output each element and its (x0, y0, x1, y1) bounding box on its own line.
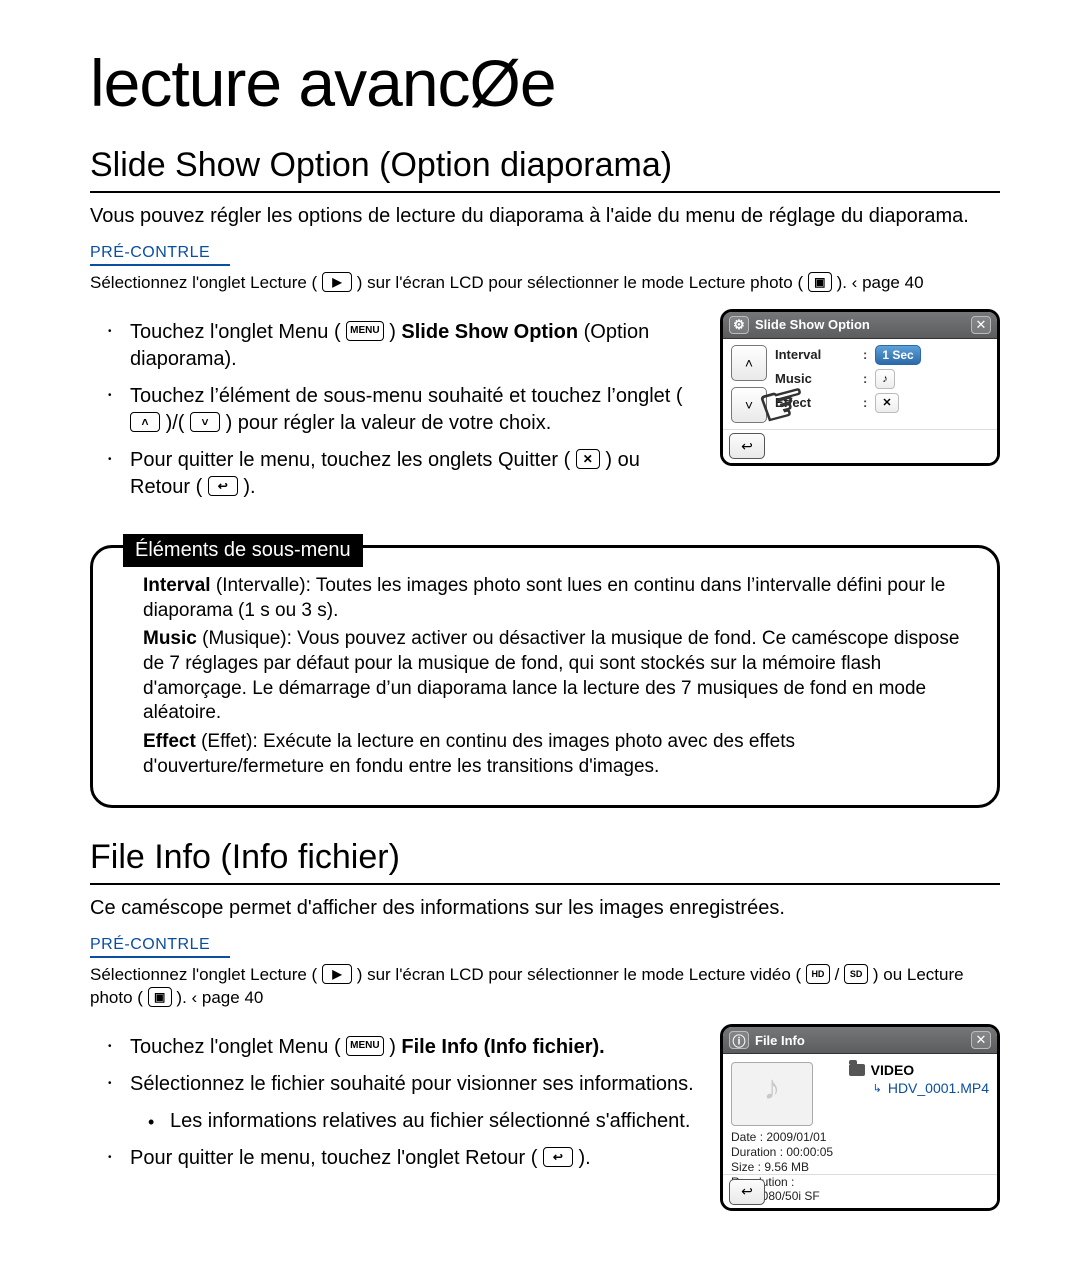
submenu-tab-label: Éléments de sous-menu (123, 534, 363, 567)
precheck-text-2: Sélectionnez l'onglet Lecture ( ▶ ) sur … (90, 964, 1000, 1010)
fi-thumbnail (731, 1062, 813, 1126)
screen-ss-header: ⚙ Slide Show Option ✕ (723, 312, 997, 339)
screen-fileinfo: ⓘ File Info ✕ Date : 2009/01/01 Duration… (720, 1024, 1000, 1211)
screen-fi-body: Date : 2009/01/01 Duration : 00:00:05 Si… (723, 1054, 997, 1174)
down-icon: ˅ (190, 412, 220, 432)
section1-intro: Vous pouvez régler les options de lectur… (90, 203, 1000, 230)
section1-step1: Touchez l'onglet Menu ( MENU ) Slide Sho… (130, 319, 696, 373)
screen-ss-down-button[interactable]: ˅ (731, 387, 767, 423)
gear-icon: ⚙ (729, 316, 749, 334)
playback-tab-icon: ▶ (322, 272, 352, 292)
screen-fi-back-button[interactable]: ↩ (729, 1179, 765, 1205)
section2-steps: Touchez l'onglet Menu ( MENU ) File Info… (90, 1034, 696, 1172)
playback-tab-icon-2: ▶ (322, 964, 352, 984)
precheck-label-2: PRÉ-CONTRLE (90, 936, 230, 958)
section-heading-slideshow: Slide Show Option (Option diaporama) (90, 146, 1000, 193)
screen-ss-close-button[interactable]: ✕ (971, 316, 991, 334)
screen-ss-back-button[interactable]: ↩ (729, 433, 765, 459)
back-icon: ↩ (208, 476, 238, 496)
screen-slideshow: ⚙ Slide Show Option ✕ ˄ ˅ Interval : 1 S… (720, 309, 1000, 466)
menu-icon-2: MENU (346, 1036, 383, 1056)
ss-row-interval[interactable]: Interval : 1 Sec (775, 345, 989, 365)
screen-ss-body: ˄ ˅ Interval : 1 Sec Music : ♪ Ef (723, 339, 997, 429)
ss-row-effect[interactable]: Effect : ✕ (775, 393, 989, 413)
photo-mode-icon: ▣ (808, 272, 832, 292)
folder-icon (849, 1064, 865, 1076)
close-icon: ✕ (576, 449, 600, 469)
back-icon-2: ↩ (543, 1147, 573, 1167)
screen-fi-header: ⓘ File Info ✕ (723, 1027, 997, 1054)
info-icon: ⓘ (729, 1031, 749, 1049)
photo-mode-icon-2: ▣ (148, 987, 172, 1007)
sd-video-icon: SD (844, 964, 868, 984)
section2-step2: Sélectionnez le fichier souhaité pour vi… (130, 1071, 696, 1098)
fi-file: ↳ HDV_0001.MP4 (873, 1080, 989, 1096)
up-icon: ˄ (130, 412, 160, 432)
submenu-music: Music (Musique): Vous pouvez activer ou … (143, 627, 971, 726)
hd-video-icon: HD (806, 964, 830, 984)
screen-ss-up-button[interactable]: ˄ (731, 345, 767, 381)
precheck-text-1: Sélectionnez l'onglet Lecture ( ▶ ) sur … (90, 272, 1000, 295)
section2-step1: Touchez l'onglet Menu ( MENU ) File Info… (130, 1034, 696, 1061)
page-title: lecture avancØe (90, 50, 1000, 116)
section-heading-fileinfo: File Info (Info fichier) (90, 838, 1000, 885)
precheck-block-2: PRÉ-CONTRLE Sélectionnez l'onglet Lectur… (90, 936, 1000, 1010)
fi-folder: VIDEO (849, 1062, 989, 1078)
section1-step2: Touchez l’élément de sous-menu souhaité … (130, 383, 696, 437)
screen-fi-close-button[interactable]: ✕ (971, 1031, 991, 1049)
precheck-label-1: PRÉ-CONTRLE (90, 244, 230, 266)
screen-ss-title: Slide Show Option (755, 317, 870, 332)
menu-icon: MENU (346, 321, 383, 341)
section2-step2-sub: Les informations relatives au fichier sé… (130, 1108, 696, 1135)
section2-intro: Ce caméscope permet d'afficher des infor… (90, 895, 1000, 922)
precheck-block-1: PRÉ-CONTRLE Sélectionnez l'onglet Lectur… (90, 244, 1000, 295)
submenu-effect: Effect (Effet): Exécute la lecture en co… (143, 730, 971, 779)
section1-step3: Pour quitter le menu, touchez les onglet… (130, 447, 696, 501)
section1-steps: Touchez l'onglet Menu ( MENU ) Slide Sho… (90, 319, 696, 501)
section2-step3: Pour quitter le menu, touchez l'onglet R… (130, 1145, 696, 1172)
submenu-box: Éléments de sous-menu Interval (Interval… (90, 545, 1000, 809)
submenu-interval: Interval (Intervalle): Toutes les images… (143, 574, 971, 623)
screen-fi-title: File Info (755, 1033, 805, 1048)
ss-row-music[interactable]: Music : ♪ (775, 369, 989, 389)
